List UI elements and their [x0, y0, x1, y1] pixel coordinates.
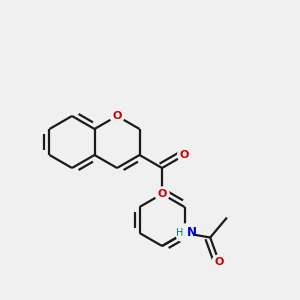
Text: H: H [176, 228, 184, 238]
Text: N: N [187, 226, 196, 239]
Text: O: O [180, 150, 189, 160]
Circle shape [178, 148, 192, 162]
Circle shape [176, 224, 194, 242]
Circle shape [155, 187, 169, 201]
Circle shape [212, 255, 226, 269]
Circle shape [110, 109, 124, 123]
Text: O: O [112, 111, 122, 121]
Text: O: O [214, 257, 224, 267]
Text: O: O [158, 189, 167, 199]
